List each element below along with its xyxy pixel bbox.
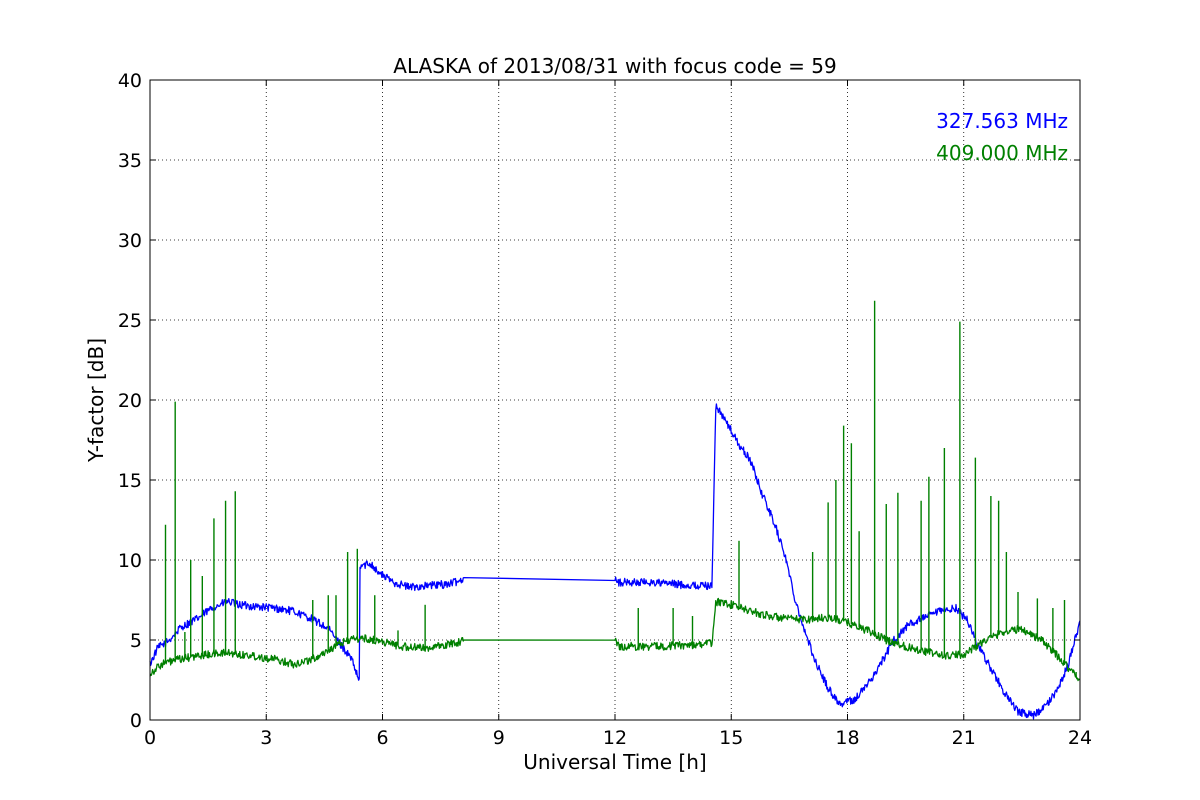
series-1 bbox=[149, 300, 1081, 682]
x-tick-label: 3 bbox=[260, 727, 272, 749]
x-tick-label: 9 bbox=[493, 727, 505, 749]
y-tick-label: 10 bbox=[118, 550, 142, 572]
x-tick-label: 6 bbox=[376, 727, 388, 749]
y-axis-title: Y-factor [dB] bbox=[84, 338, 108, 463]
y-tick-label: 5 bbox=[130, 630, 142, 652]
legend-entry-409-mhz: 409.000 MHz bbox=[936, 141, 1068, 165]
x-axis-title: Universal Time [h] bbox=[523, 750, 706, 774]
y-tick-label: 0 bbox=[130, 710, 142, 732]
y-tick-label: 15 bbox=[118, 470, 142, 492]
x-tick-label: 21 bbox=[952, 727, 976, 749]
chart-title: ALASKA of 2013/08/31 with focus code = 5… bbox=[393, 54, 836, 78]
x-tick-label: 18 bbox=[835, 727, 859, 749]
y-tick-label: 30 bbox=[118, 230, 142, 252]
y-tick-label: 25 bbox=[118, 310, 142, 332]
series-0 bbox=[149, 403, 1081, 720]
x-tick-label: 24 bbox=[1068, 727, 1092, 749]
series-line bbox=[149, 597, 1081, 682]
series-group bbox=[149, 300, 1081, 720]
x-tick-label: 0 bbox=[144, 727, 156, 749]
series-line bbox=[149, 403, 1081, 720]
ticks: 0 3 6 9 12 15 18 21 24 0 5 10 15 20 25 30 35 40 bbox=[118, 70, 1092, 749]
y-tick-label: 40 bbox=[118, 70, 142, 92]
y-tick-label: 20 bbox=[118, 390, 142, 412]
x-tick-label: 15 bbox=[719, 727, 743, 749]
x-tick-label: 12 bbox=[603, 727, 627, 749]
legend-entry-327-mhz: 327.563 MHz bbox=[936, 109, 1068, 133]
y-tick-label: 35 bbox=[118, 150, 142, 172]
